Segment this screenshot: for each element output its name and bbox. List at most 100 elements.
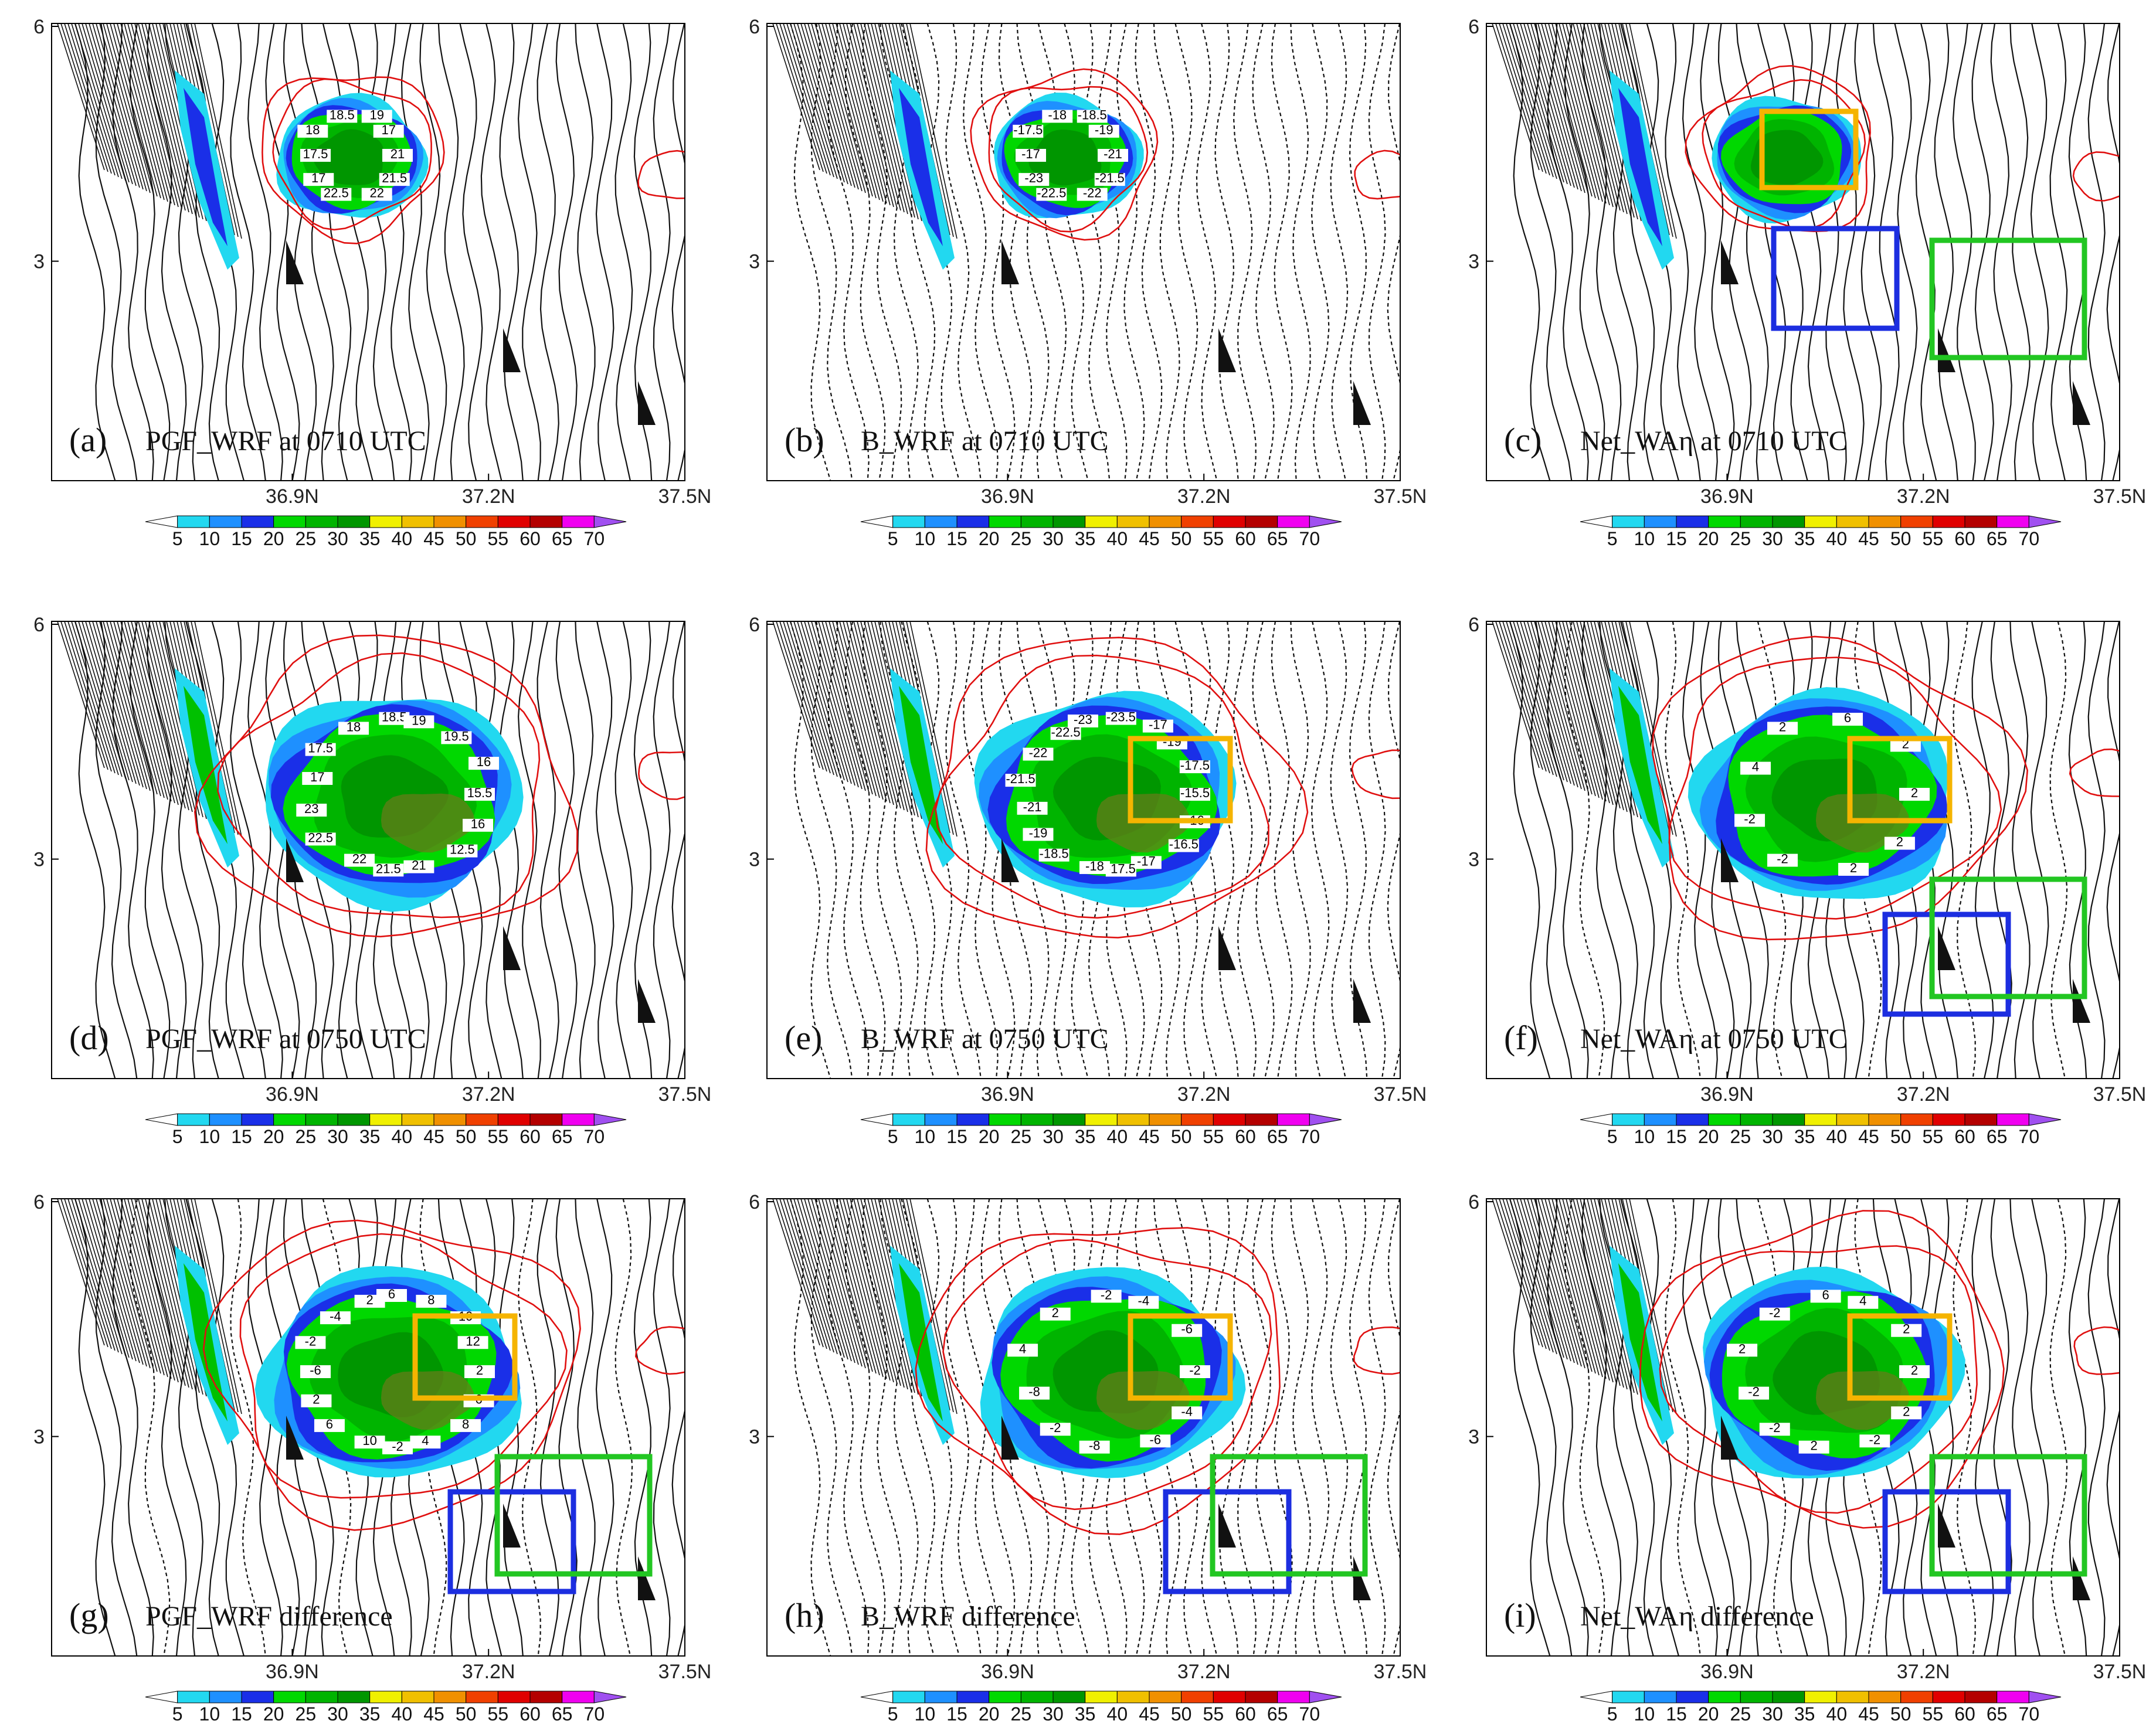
red-contour: [1659, 1245, 1978, 1514]
contour-label: 18.5: [330, 107, 355, 122]
contour-line: [980, 23, 1016, 481]
contour-label-bg: [450, 1419, 481, 1432]
contour-line: [265, 621, 300, 1079]
blue-box: [447, 1489, 576, 1594]
contour-line: [862, 621, 902, 1079]
contour-label-bg: [361, 110, 392, 123]
contour-line: [844, 621, 886, 1079]
colorbar-label: 40: [1107, 528, 1128, 549]
orange-box: [1759, 108, 1859, 191]
red-contour: [1668, 657, 2002, 920]
contour-label-bg: [338, 722, 369, 735]
colorbar-swatch: [1085, 1113, 1118, 1126]
colorbar-label: 25: [1011, 1703, 1032, 1725]
colorbar-label: 20: [1698, 528, 1719, 549]
contour-line: [709, 1199, 728, 1656]
contour-line: [301, 23, 334, 481]
contour-label-bg: [376, 1289, 407, 1302]
colorbar-label: 55: [1923, 1703, 1944, 1725]
colorbar-swatch: [562, 515, 595, 528]
contour-line: [247, 1199, 283, 1656]
contour-label: 6: [1822, 1287, 1829, 1302]
contour-label: 6: [1844, 710, 1851, 725]
panel-title: B_WRF at 0710 UTC: [861, 426, 1109, 457]
terrain-triangle: [1218, 328, 1236, 372]
contour-label: -17: [1137, 853, 1156, 868]
colorbar-label: 60: [1954, 528, 1975, 549]
colorbar-label: 15: [946, 1126, 967, 1147]
panel-title: B_WRF difference: [861, 1601, 1075, 1632]
contour-line: [1424, 621, 1443, 1079]
contour-label-bg: [1079, 1440, 1110, 1454]
colorbar-label: 65: [1267, 1703, 1288, 1725]
colorbar-label: 40: [392, 528, 413, 549]
contour-label-bg: [1023, 747, 1054, 761]
red-contour: [634, 1326, 685, 1375]
contour-label-bg: [1040, 1423, 1071, 1436]
x-tick-label: 36.9N: [981, 485, 1034, 508]
colorbar-swatch: [1213, 1113, 1246, 1126]
contour-label-bg: [1079, 861, 1110, 875]
contour-label-bg: [1734, 814, 1765, 827]
colorbar-label: 40: [1107, 1703, 1128, 1725]
terrain-triangle: [638, 1556, 656, 1600]
contour-label-bg: [1891, 1324, 1922, 1337]
red-contour: [942, 1239, 1272, 1511]
y-tick-label: 3: [33, 251, 45, 273]
colorbar-label: 70: [584, 1703, 605, 1725]
contour-label-bg: [1142, 719, 1173, 733]
colorbar-swatch: [177, 1691, 210, 1703]
colorbar-swatch: [1740, 1691, 1773, 1703]
contour-label: 22: [369, 186, 383, 200]
colorbar-swatch: [989, 1113, 1021, 1126]
colorbar-label: 60: [520, 1126, 541, 1147]
contour-line: [247, 621, 283, 1079]
y-tick-label: 6: [1468, 16, 1479, 38]
terrain-triangle: [1218, 1504, 1236, 1548]
contour-label: 17.5: [303, 147, 328, 161]
contour-label: -4: [1138, 1294, 1150, 1308]
colorbar-label: 25: [296, 1703, 317, 1725]
plot-frame: [51, 1198, 685, 1657]
colorbar-label: 40: [392, 1703, 413, 1725]
contour-line: [2144, 23, 2156, 481]
contour-line: [614, 1199, 633, 1656]
red-contour: [262, 76, 445, 244]
contour-line: [789, 1199, 831, 1656]
contour-label-bg: [463, 818, 494, 832]
contour-line: [1757, 621, 1787, 1079]
contour-label: -23.5: [1106, 710, 1136, 725]
contour-label-bg: [447, 844, 478, 858]
colorbar-swatch: [1932, 515, 1965, 528]
contour-label-bg: [1140, 1434, 1171, 1448]
contour-label: -18.5: [1078, 107, 1107, 122]
contour-line: [595, 23, 614, 481]
colorbar-label: 20: [979, 528, 1000, 549]
reflectivity-core: [1618, 1263, 1662, 1421]
contour-line: [1835, 23, 1865, 481]
contour-line: [1368, 1199, 1386, 1656]
colorbar-label: 5: [1607, 1703, 1618, 1725]
colorbar: 5 10 15 20 25 30 35 40 45 50 55 60 65 70: [1580, 1113, 2062, 1147]
contour-label-bg: [1036, 188, 1067, 201]
contour-line: [1387, 621, 1400, 1079]
panel-e: -15.5-16-16.5-17-17.5-18-18.5-19-21-21.5…: [749, 614, 1443, 1147]
y-tick-label: 6: [33, 1191, 45, 1213]
colorbar-swatch: [466, 515, 498, 528]
red-contour: [2073, 1326, 2120, 1375]
contour-label: 2: [1896, 835, 1903, 849]
contour-line: [575, 23, 596, 481]
contour-label-bg: [320, 1311, 351, 1325]
contour-label: 23: [304, 801, 318, 816]
colorbar-swatch: [529, 1691, 563, 1703]
contour-label-bg: [1180, 788, 1210, 801]
contour-label-bg: [1018, 173, 1050, 186]
colorbar-swatch: [1149, 515, 1182, 528]
colorbar-swatch: [1052, 515, 1086, 528]
plot-frame: [51, 621, 685, 1079]
colorbar-swatch: [562, 1113, 595, 1126]
colorbar-label: 40: [1826, 1126, 1848, 1147]
colorbar-label: 35: [1075, 1126, 1096, 1147]
